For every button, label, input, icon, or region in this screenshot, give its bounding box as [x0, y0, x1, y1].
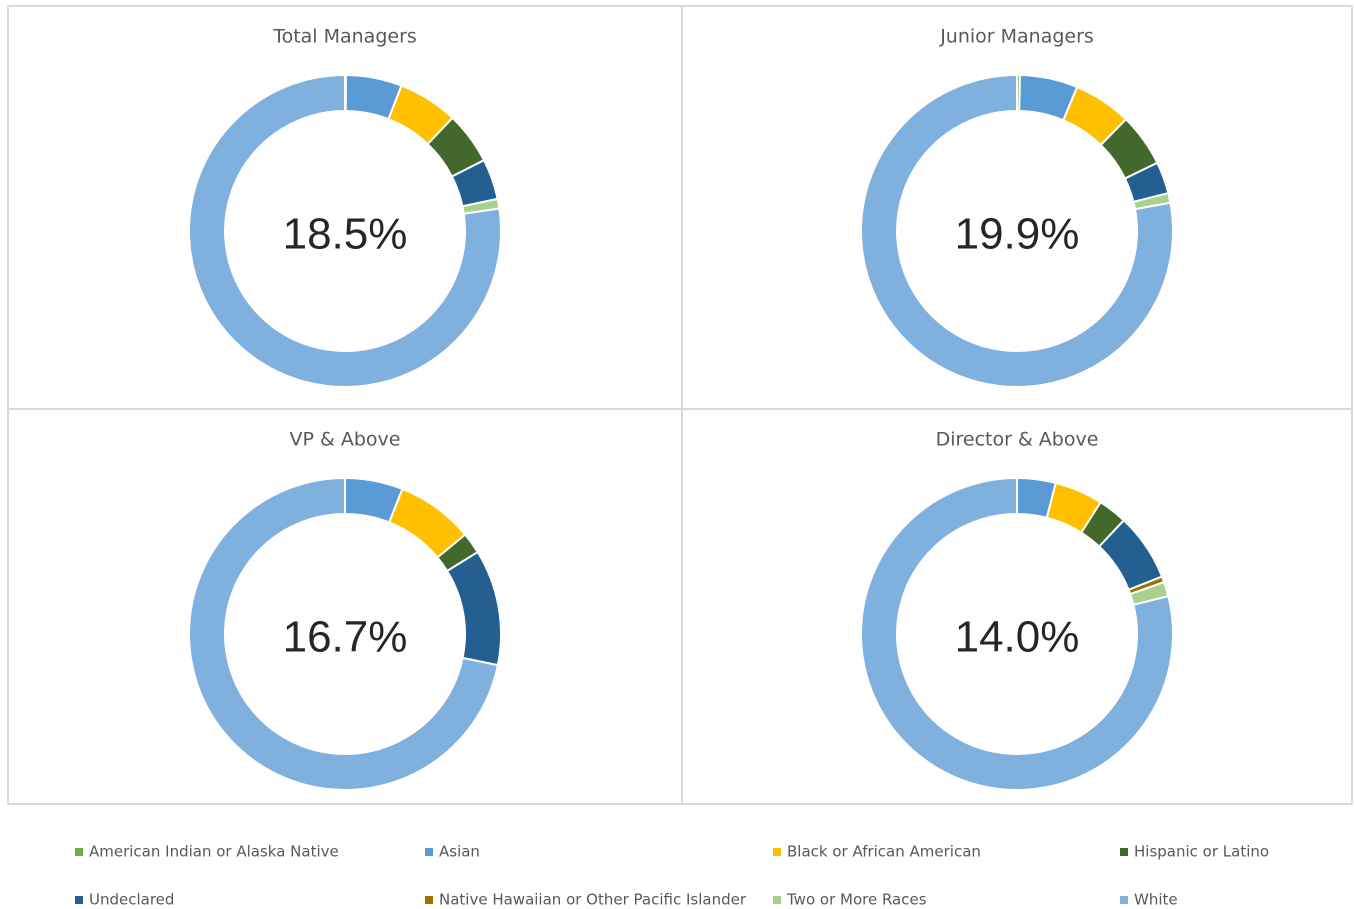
legend-label: Black or African American — [787, 843, 981, 861]
legend-label: Undeclared — [89, 891, 174, 909]
donut-slice — [188, 73, 502, 388]
chart-title: Director & Above — [936, 429, 1099, 451]
donut-slice — [860, 476, 1174, 791]
chart-title: VP & Above — [290, 429, 401, 451]
center-label: 18.5% — [283, 210, 408, 259]
legend-swatch — [1120, 848, 1128, 856]
legend-swatch — [773, 896, 781, 904]
legend-swatch — [1120, 896, 1128, 904]
legend-swatch — [425, 896, 433, 904]
legend-label: American Indian or Alaska Native — [89, 843, 339, 861]
center-label: 14.0% — [955, 613, 1080, 662]
legend-label: Two or More Races — [786, 891, 927, 909]
legend-label: Native Hawaiian or Other Pacific Islande… — [439, 891, 747, 909]
legend-swatch — [773, 848, 781, 856]
chart-title: Total Managers — [272, 26, 417, 48]
legend-swatch — [75, 896, 83, 904]
legend-swatch — [75, 848, 83, 856]
donut-slice — [445, 550, 502, 667]
donut-slice — [860, 73, 1174, 388]
frame — [7, 5, 1353, 805]
center-label: 19.9% — [955, 210, 1080, 259]
chart-title: Junior Managers — [939, 26, 1094, 48]
legend-swatch — [425, 848, 433, 856]
legend-label: Asian — [439, 843, 480, 861]
center-label: 16.7% — [283, 613, 408, 662]
legend-label: Hispanic or Latino — [1134, 843, 1269, 861]
legend-label: White — [1134, 891, 1178, 909]
donut-slice — [188, 476, 500, 791]
